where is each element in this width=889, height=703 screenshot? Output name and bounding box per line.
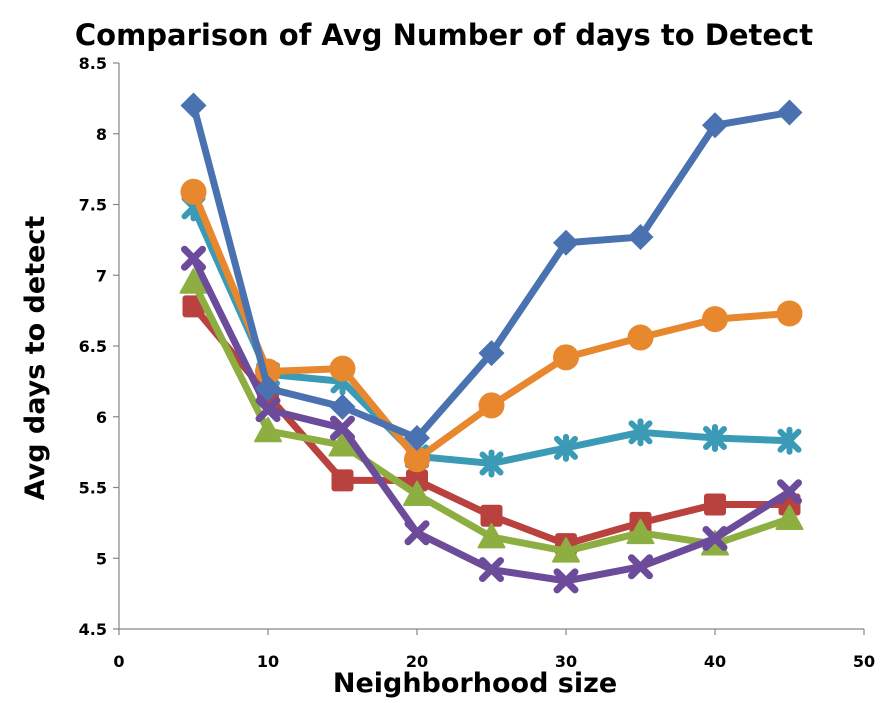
data-point [331,469,354,492]
data-point [255,397,281,423]
data-point [554,433,578,462]
x-axis-label: Neighborhood size [333,668,617,699]
data-point [480,504,503,527]
data-point [552,537,580,563]
data-point [628,554,653,580]
data-point [254,416,282,443]
data-point [478,392,505,419]
series-line [190,101,793,442]
data-point [179,268,208,294]
x-tick-label: 10 [257,652,279,671]
y-tick-label: 5.5 [79,479,107,498]
series-diamond-1 [180,92,803,451]
data-point [404,446,430,473]
data-point [777,479,802,505]
data-point [627,324,654,351]
y-tick-label: 5 [96,549,107,568]
data-point [477,523,506,549]
y-tick-labels: 4.5 5 5.5 6 6.5 7 7.5 8 8.5 [79,54,119,639]
data-point [628,418,653,447]
data-point [329,355,356,382]
x-tick-labels: 0 10 20 30 40 50 [113,629,875,671]
y-axis-label: Avg days to detect [20,216,51,501]
data-point [702,525,728,551]
data-point [702,112,728,139]
data-point [404,424,430,451]
y-tick-label: 4.5 [79,620,107,639]
data-point [553,344,579,371]
data-point [553,229,579,256]
data-point [330,415,355,441]
x-tick-label: 20 [406,652,428,671]
y-tick-label: 6 [96,408,107,427]
data-point [776,300,803,327]
data-point [704,493,726,516]
series-line [190,188,793,463]
y-tick-label: 7 [96,266,107,285]
data-point [627,224,654,251]
data-point [403,480,431,506]
data-point [328,431,357,457]
series-square-2 [182,295,801,556]
y-tick-label: 8.5 [79,54,107,73]
data-point [775,504,804,531]
data-point [329,393,356,420]
series-layer [179,92,804,594]
series-line [190,203,793,467]
data-point [776,99,803,126]
data-point [181,245,206,271]
y-tick-label: 7.5 [79,196,107,215]
data-point [553,568,579,594]
data-point [478,340,505,367]
data-point [255,375,281,402]
data-point [702,306,728,333]
x-tick-label: 30 [555,652,577,671]
data-point [406,469,428,492]
y-tick-label: 8 [96,125,107,144]
series-circle-6 [180,178,803,473]
data-point [479,557,504,583]
chart-title: Comparison of Avg Number of days to Dete… [75,18,813,52]
x-tick-label: 40 [704,652,726,671]
data-point [180,92,207,119]
data-point [404,520,430,546]
y-tick-label: 6.5 [79,337,107,356]
data-point [180,178,207,205]
x-tick-label: 0 [113,652,124,671]
data-point [626,518,655,545]
x-tick-label: 50 [853,652,875,671]
data-point [703,423,727,452]
series-x-4 [181,245,802,594]
data-point [479,449,504,478]
data-point [777,426,802,455]
